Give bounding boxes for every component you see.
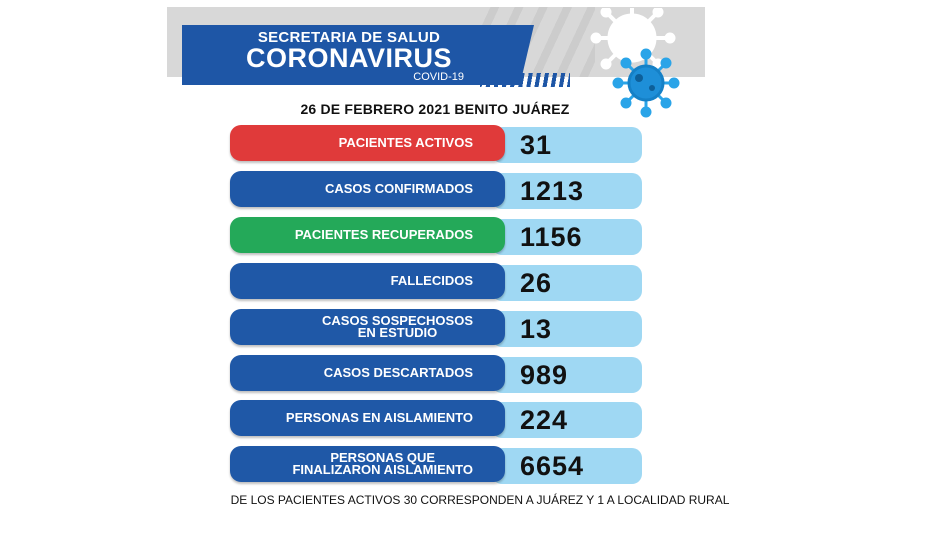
stat-row-casos-sospechosos: CASOS SOSPECHOSOS EN ESTUDIO 13 bbox=[230, 309, 642, 347]
title-coronavirus: CORONAVIRUS bbox=[245, 43, 452, 73]
stat-label-pill: CASOS SOSPECHOSOS EN ESTUDIO bbox=[230, 309, 505, 345]
stat-row-pacientes-activos: PACIENTES ACTIVOS 31 bbox=[230, 125, 642, 163]
footer-note: DE LOS PACIENTES ACTIVOS 30 CORRESPONDEN… bbox=[230, 493, 730, 507]
stat-value: 989 bbox=[520, 359, 569, 390]
stat-label-line1: PERSONAS QUE bbox=[330, 450, 436, 465]
stat-label-pill: CASOS CONFIRMADOS bbox=[230, 171, 505, 207]
stat-value: 13 bbox=[520, 313, 553, 344]
stat-value: 224 bbox=[520, 404, 569, 435]
decorative-bars bbox=[480, 73, 570, 87]
stat-label-line1: CASOS SOSPECHOSOS bbox=[322, 313, 473, 328]
stat-row-casos-descartados: CASOS DESCARTADOS 989 bbox=[230, 355, 642, 393]
stat-value: 1213 bbox=[520, 175, 585, 206]
title-covid: COVID-19 bbox=[413, 71, 464, 83]
stat-label: PACIENTES RECUPERADOS bbox=[294, 227, 473, 242]
stat-label: FALLECIDOS bbox=[390, 273, 473, 288]
stat-row-casos-confirmados: CASOS CONFIRMADOS 1213 bbox=[230, 171, 642, 209]
stat-row-pacientes-recuperados: PACIENTES RECUPERADOS 1156 bbox=[230, 217, 642, 255]
stat-row-finalizaron-aislamiento: PERSONAS QUE FINALIZARON AISLAMIENTO 665… bbox=[230, 446, 642, 484]
virus-icon bbox=[612, 48, 680, 118]
stat-label: CASOS CONFIRMADOS bbox=[324, 181, 473, 196]
stat-label-pill: PERSONAS EN AISLAMIENTO bbox=[230, 400, 505, 436]
stat-row-fallecidos: FALLECIDOS 26 bbox=[230, 263, 642, 301]
title-secretaria: SECRETARIA DE SALUD bbox=[257, 29, 441, 46]
stat-label-pill: PACIENTES RECUPERADOS bbox=[230, 217, 505, 253]
stat-label: CASOS DESCARTADOS bbox=[323, 365, 473, 380]
stat-label: PERSONAS EN AISLAMIENTO bbox=[285, 410, 473, 425]
stat-label-pill: FALLECIDOS bbox=[230, 263, 505, 299]
stat-value: 1156 bbox=[520, 221, 583, 252]
stat-label-line2: EN ESTUDIO bbox=[357, 325, 438, 340]
stat-label-pill: CASOS DESCARTADOS bbox=[230, 355, 505, 391]
stat-label-pill: PERSONAS QUE FINALIZARON AISLAMIENTO bbox=[230, 446, 505, 482]
stat-label: PACIENTES ACTIVOS bbox=[338, 135, 473, 150]
stat-value: 26 bbox=[520, 267, 553, 298]
report-date: 26 DE FEBRERO 2021 BENITO JUÁREZ bbox=[300, 101, 570, 117]
title-banner: SECRETARIA DE SALUD CORONAVIRUS COVID-19 bbox=[182, 25, 534, 85]
stat-value: 31 bbox=[520, 129, 553, 160]
stat-label-pill: PACIENTES ACTIVOS bbox=[230, 125, 505, 161]
stat-row-personas-aislamiento: PERSONAS EN AISLAMIENTO 224 bbox=[230, 400, 642, 438]
stat-value: 6654 bbox=[520, 450, 585, 481]
stat-label-line2: FINALIZARON AISLAMIENTO bbox=[292, 462, 473, 477]
